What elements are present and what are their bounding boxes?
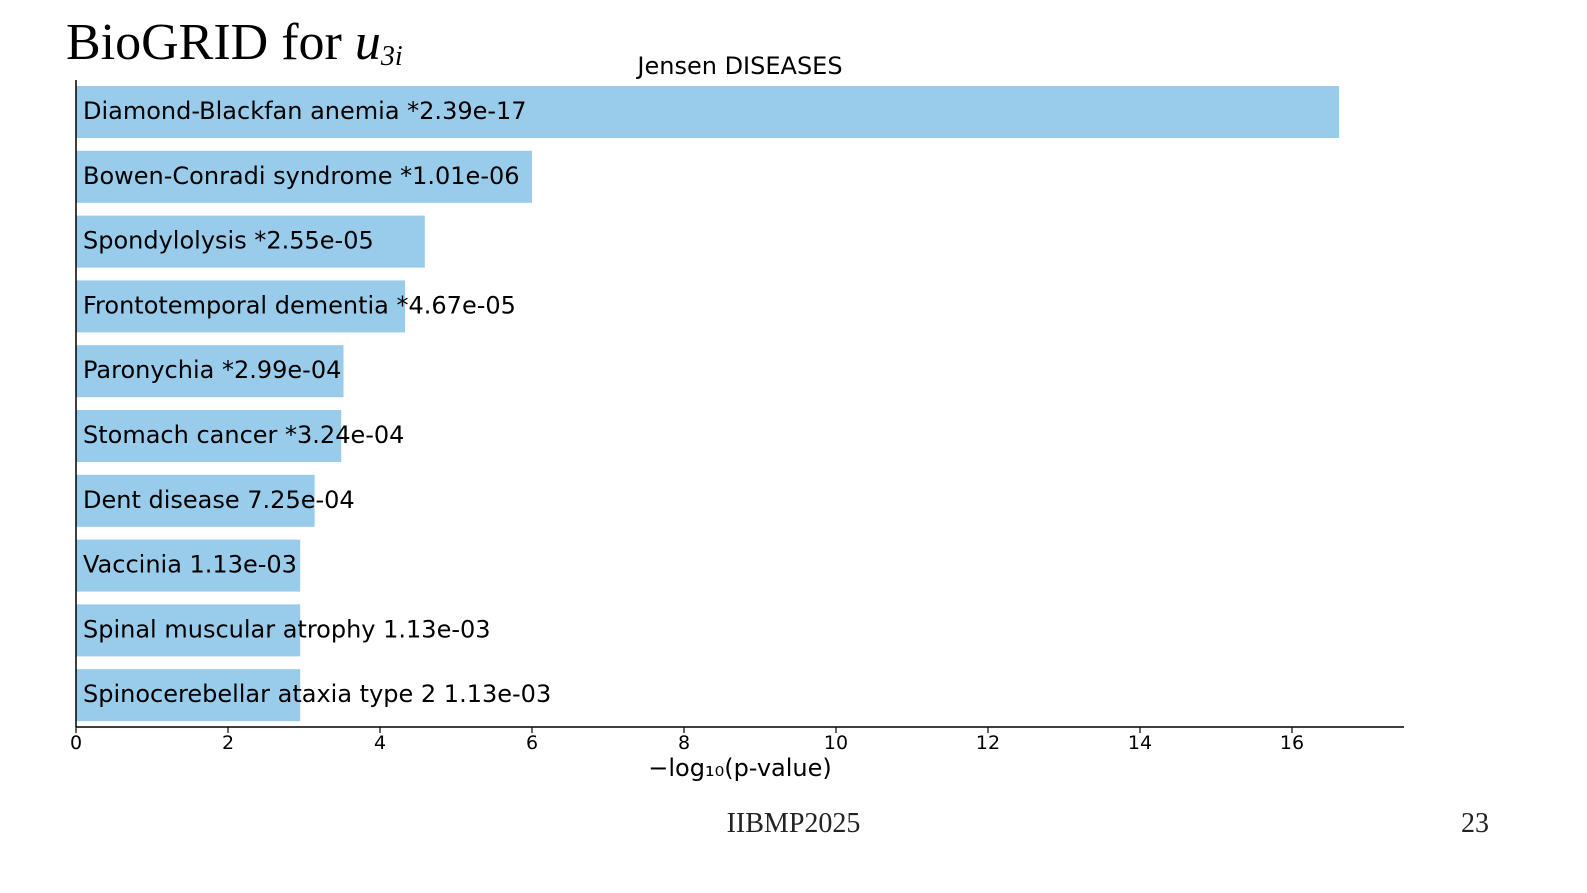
- x-tick-label: 2: [222, 732, 234, 754]
- bar-label: Dent disease 7.25e-04: [83, 486, 355, 514]
- bar: [76, 215, 425, 268]
- bar: [76, 150, 532, 203]
- bar: [76, 604, 301, 657]
- bar: [76, 345, 344, 398]
- bar-label: Diamond-Blackfan anemia *2.39e-17: [83, 97, 527, 125]
- x-tick-label: 4: [374, 732, 386, 754]
- x-tick-label: 14: [1128, 732, 1152, 754]
- bar: [76, 280, 406, 333]
- bar: [76, 86, 1340, 138]
- x-tick-label: 6: [526, 732, 538, 754]
- bar: [76, 474, 315, 527]
- slide-title-variable: u: [354, 14, 381, 71]
- slide-footer: IIBMP2025: [726, 808, 861, 839]
- bar-label: Spondylolysis *2.55e-05: [83, 227, 374, 255]
- x-tick-label: 10: [824, 732, 848, 754]
- x-tick-label: 12: [976, 732, 1000, 754]
- bar-label: Spinal muscular atrophy 1.13e-03: [83, 615, 491, 643]
- slide-title-text: BioGRID for: [66, 14, 355, 71]
- bar-label: Spinocerebellar ataxia type 2 1.13e-03: [83, 680, 551, 708]
- bar-label: Vaccinia 1.13e-03: [83, 551, 297, 579]
- bar-label: Frontotemporal dementia *4.67e-05: [83, 291, 516, 319]
- bar-label: Stomach cancer *3.24e-04: [83, 421, 404, 449]
- bar: [76, 539, 301, 592]
- x-axis-label: −log₁₀(p-value): [648, 754, 831, 782]
- bar: [76, 410, 342, 462]
- slide-title: BioGRID for u3i: [66, 14, 403, 73]
- bar-label: Paronychia *2.99e-04: [83, 356, 341, 384]
- chart-title: Jensen DISEASES: [635, 52, 842, 80]
- page-number: 23: [1461, 808, 1489, 839]
- bar-label: Bowen-Conradi syndrome *1.01e-06: [83, 162, 520, 190]
- x-tick-label: 16: [1280, 732, 1304, 754]
- slide-title-subscript: 3i: [380, 41, 403, 72]
- bar: [76, 669, 301, 722]
- x-tick-label: 8: [678, 732, 690, 754]
- x-tick-label: 0: [70, 732, 82, 754]
